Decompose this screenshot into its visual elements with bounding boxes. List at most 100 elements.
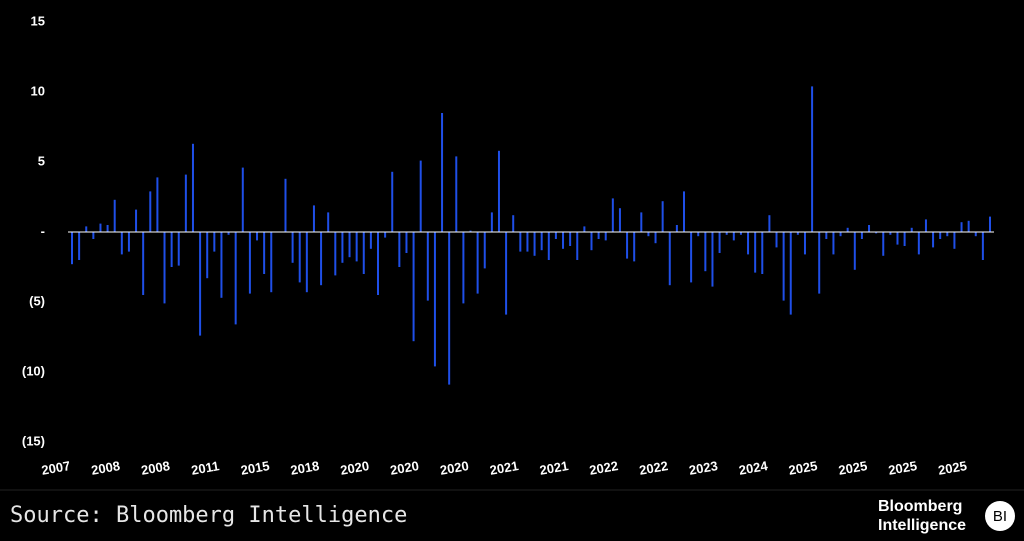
bar <box>647 232 650 237</box>
y-tick-label: 15 <box>31 13 45 28</box>
x-tick-label: 2020 <box>439 458 470 478</box>
bar <box>85 226 88 232</box>
bar <box>811 86 814 233</box>
bar <box>298 232 301 283</box>
bar <box>334 232 337 276</box>
bar <box>256 232 259 241</box>
bar <box>683 191 685 232</box>
bar <box>569 232 572 246</box>
bar <box>604 232 607 241</box>
bar <box>554 232 557 239</box>
bar <box>576 232 579 260</box>
bar <box>497 150 500 232</box>
bar <box>526 232 529 252</box>
bar <box>704 232 707 272</box>
bar <box>433 232 436 367</box>
x-tick-label: 2025 <box>937 458 968 478</box>
bar <box>199 232 202 336</box>
bar <box>120 232 123 255</box>
bar <box>170 232 173 267</box>
bar <box>675 225 678 232</box>
y-tick-label: 5 <box>38 153 45 168</box>
bar <box>818 232 821 294</box>
bar <box>718 232 721 253</box>
bar <box>476 232 479 294</box>
bar <box>305 232 308 293</box>
y-tick-label: (10) <box>22 363 45 378</box>
bar <box>611 198 614 232</box>
bar <box>939 232 942 239</box>
bar <box>839 232 842 237</box>
bar <box>775 232 778 248</box>
bar <box>106 225 109 232</box>
bar <box>71 232 73 265</box>
bar <box>362 232 365 274</box>
bar <box>391 171 394 232</box>
bar <box>562 232 565 249</box>
bar <box>270 232 273 293</box>
logo-badge <box>985 501 1015 531</box>
bar <box>505 232 508 315</box>
x-tick-label: 2021 <box>489 458 520 478</box>
bar <box>177 232 180 266</box>
bar <box>348 232 351 258</box>
bar <box>426 232 429 301</box>
bar <box>782 232 785 301</box>
bar <box>754 232 757 273</box>
x-tick-label: 2020 <box>339 458 370 478</box>
bar <box>113 199 116 232</box>
bar <box>533 232 536 256</box>
bar <box>967 220 970 232</box>
x-tick-label: 2024 <box>738 458 770 478</box>
x-tick-label: 2025 <box>887 458 918 478</box>
bar <box>377 232 379 295</box>
bar <box>398 232 401 267</box>
bar <box>419 160 422 232</box>
bar <box>540 232 543 251</box>
bar <box>156 177 159 232</box>
bar <box>853 232 856 270</box>
bar <box>206 232 209 279</box>
bar <box>519 232 522 252</box>
bar <box>92 232 95 239</box>
bar <box>668 232 671 286</box>
bar <box>312 205 315 232</box>
bar <box>512 215 515 232</box>
bar <box>263 232 266 274</box>
x-tick-label: 2008 <box>90 458 121 478</box>
bar <box>490 212 493 232</box>
y-tick-label: (5) <box>29 293 45 308</box>
x-tick-label: 2008 <box>140 458 171 478</box>
bar <box>149 191 152 232</box>
bar <box>547 232 550 260</box>
x-tick-label: 2022 <box>638 458 669 478</box>
bar <box>711 232 714 287</box>
bar <box>633 232 636 262</box>
bar <box>220 232 223 298</box>
bar <box>789 232 792 315</box>
bar <box>953 232 956 249</box>
bar <box>462 232 465 304</box>
bar <box>142 232 145 295</box>
y-tick-label: 10 <box>31 83 45 98</box>
bar <box>654 232 657 244</box>
bar <box>910 227 913 232</box>
y-tick-label: - <box>41 223 45 238</box>
x-tick-label: 2025 <box>787 458 818 478</box>
bar <box>896 232 899 245</box>
bar <box>327 212 330 232</box>
bar <box>882 232 885 256</box>
bar <box>412 232 415 342</box>
bar <box>483 232 486 269</box>
source-note: Source: Bloomberg Intelligence <box>10 503 407 528</box>
bar <box>241 167 244 232</box>
bar <box>384 232 387 238</box>
bar <box>860 232 863 239</box>
bar <box>768 215 771 232</box>
bar <box>455 156 458 232</box>
bar <box>747 232 750 255</box>
bar <box>369 232 372 249</box>
bar <box>661 201 664 232</box>
